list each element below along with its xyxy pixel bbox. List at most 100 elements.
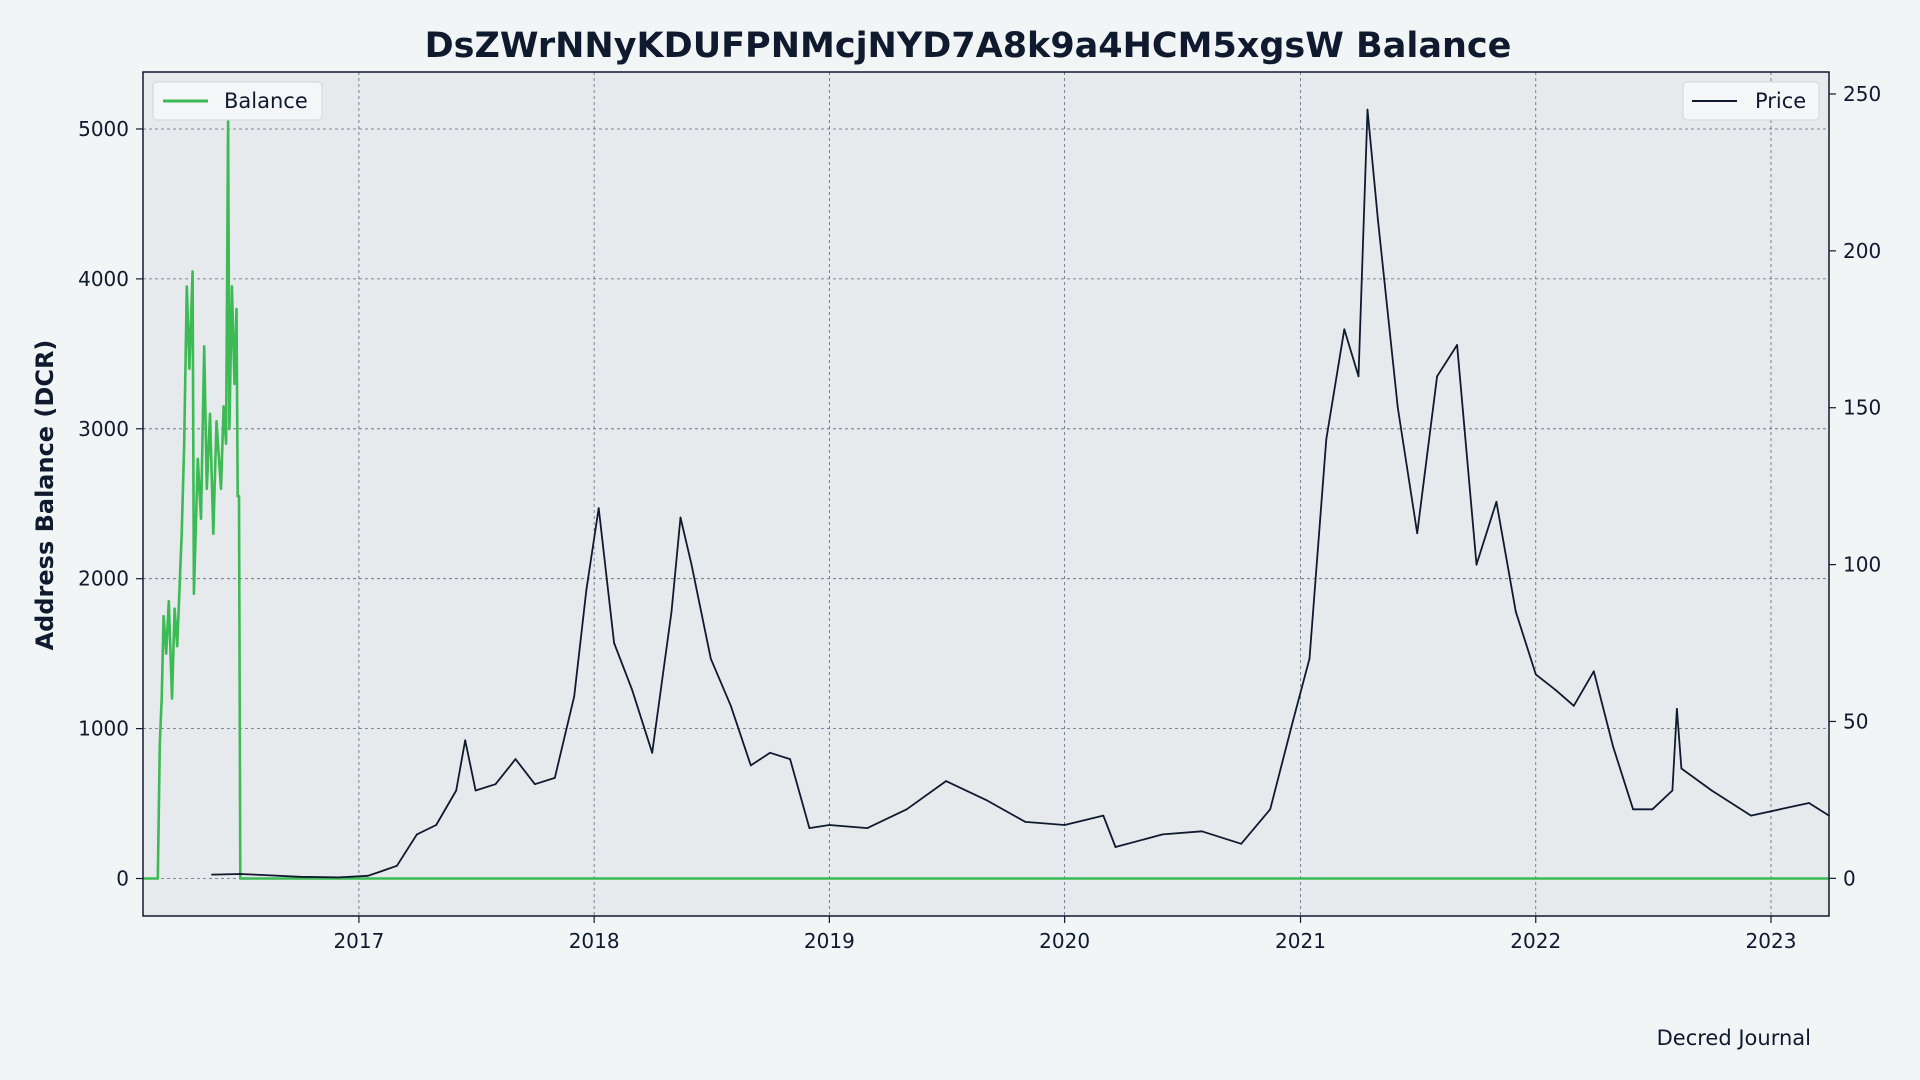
y2-tick-label: 50 [1843, 709, 1868, 733]
price-data-point [573, 695, 576, 698]
y2-tick-label: 250 [1843, 82, 1881, 106]
price-data-point [1750, 814, 1752, 817]
price-data-point [416, 833, 418, 836]
balance-data-point [185, 285, 188, 288]
balance-data-point [160, 697, 163, 700]
price-data-point [514, 758, 517, 760]
balance-data-point [162, 615, 165, 618]
price-data-point [808, 827, 811, 829]
price-data-point [985, 799, 987, 801]
price-data-point [367, 874, 369, 877]
price-data-point [211, 873, 213, 876]
price-data-point [464, 739, 467, 742]
y-axis-label: Address Balance (DCR) [31, 340, 59, 651]
balance-data-point [228, 427, 231, 430]
balance-data-point [180, 532, 183, 535]
balance-data-point [222, 405, 225, 408]
x-tick-label: 2023 [1746, 929, 1797, 953]
balance-data-point [215, 420, 218, 423]
price-data-point [1114, 846, 1117, 848]
y-tick-label: 2000 [78, 567, 129, 591]
price-data-point [1456, 344, 1458, 346]
price-data-point [1592, 670, 1595, 673]
price-data-point [1366, 108, 1369, 111]
price-data-point [597, 507, 600, 509]
price-data-point [435, 824, 438, 826]
price-data-point [709, 657, 712, 660]
price-data-point [749, 764, 752, 767]
balance-data-point [220, 487, 222, 490]
price-data-point [494, 783, 497, 786]
balance-data-point [191, 270, 194, 273]
x-tick-label: 2018 [569, 929, 620, 953]
balance-data-point [227, 120, 230, 123]
y-axis-ticks: 0 1000 2000 3000 4000 5000 [78, 117, 143, 891]
price-data-point [378, 871, 380, 873]
balance-data-point [200, 517, 202, 520]
price-data-point [905, 808, 908, 811]
balance-data-point [238, 495, 240, 498]
balance-data-point [236, 495, 239, 498]
legend-price: Price [1682, 81, 1820, 121]
balance-data-point [231, 285, 233, 288]
balance-data-point [176, 645, 179, 648]
balance-data-point [239, 877, 242, 880]
chart-title: DsZWrNNyKDUFPNMcjNYD7A8k9a4HCM5xgsW Bala… [425, 26, 1512, 66]
balance-data-point [171, 697, 173, 700]
price-data-point [1554, 689, 1557, 691]
y-tick-label: 0 [116, 867, 129, 891]
price-data-point [585, 588, 588, 591]
price-data-point [1710, 789, 1713, 792]
plot-area [143, 72, 1829, 916]
price-data-point [298, 875, 301, 878]
price-data-point [1676, 708, 1678, 710]
price-data-point [1651, 808, 1654, 811]
x-axis-ticks: 2017 2018 2019 2020 2021 2022 2023 [333, 916, 1796, 953]
price-data-point [631, 689, 634, 691]
balance-data-point [205, 487, 208, 490]
legend-balance-label: Balance [224, 89, 308, 113]
y-tick-label: 4000 [78, 267, 129, 291]
price-data-point [1514, 610, 1517, 613]
price-data-point [474, 789, 477, 792]
price-data-point [239, 873, 242, 875]
balance-data-point [156, 877, 159, 880]
price-data-point [866, 827, 869, 829]
price-data-point [670, 610, 673, 613]
balance-data-point [225, 442, 228, 445]
y2-axis-ticks: 0 50 100 150 200 250 [1829, 82, 1881, 890]
balance-data-point [183, 442, 186, 445]
price-data-point [1495, 500, 1498, 503]
price-data-point [679, 516, 682, 519]
balance-data-point [203, 345, 206, 348]
y2-tick-label: 100 [1843, 553, 1881, 577]
price-data-point [1269, 808, 1272, 811]
balance-data-point [188, 367, 191, 370]
grid-lines [143, 72, 1829, 916]
price-data-point [1343, 328, 1346, 331]
price-data-point [1779, 808, 1781, 811]
price-data-point [1572, 704, 1575, 707]
price-data-point [1396, 406, 1399, 409]
price-data-point [1102, 814, 1105, 817]
legend-balance: Balance [152, 81, 323, 121]
balance-data-point [196, 457, 199, 460]
price-data-point [1357, 375, 1360, 378]
series-lines [142, 108, 1830, 880]
price-data-point [1161, 833, 1164, 836]
price-data-point [690, 563, 693, 566]
price-data-point [1680, 767, 1683, 770]
x-tick-label: 2021 [1275, 929, 1326, 953]
price-data-point [1291, 720, 1294, 723]
price-data-point [1436, 375, 1438, 378]
price-data-point [1671, 789, 1674, 792]
legend-price-label: Price [1755, 89, 1806, 113]
price-data-point [1240, 842, 1243, 845]
price-data-point [1201, 830, 1203, 833]
price-data-point [396, 864, 398, 867]
price-data-point [1808, 802, 1810, 804]
y-tick-label: 1000 [78, 717, 129, 741]
price-data-point [769, 751, 771, 754]
price-data-point [259, 874, 262, 876]
price-data-point [1024, 821, 1027, 823]
